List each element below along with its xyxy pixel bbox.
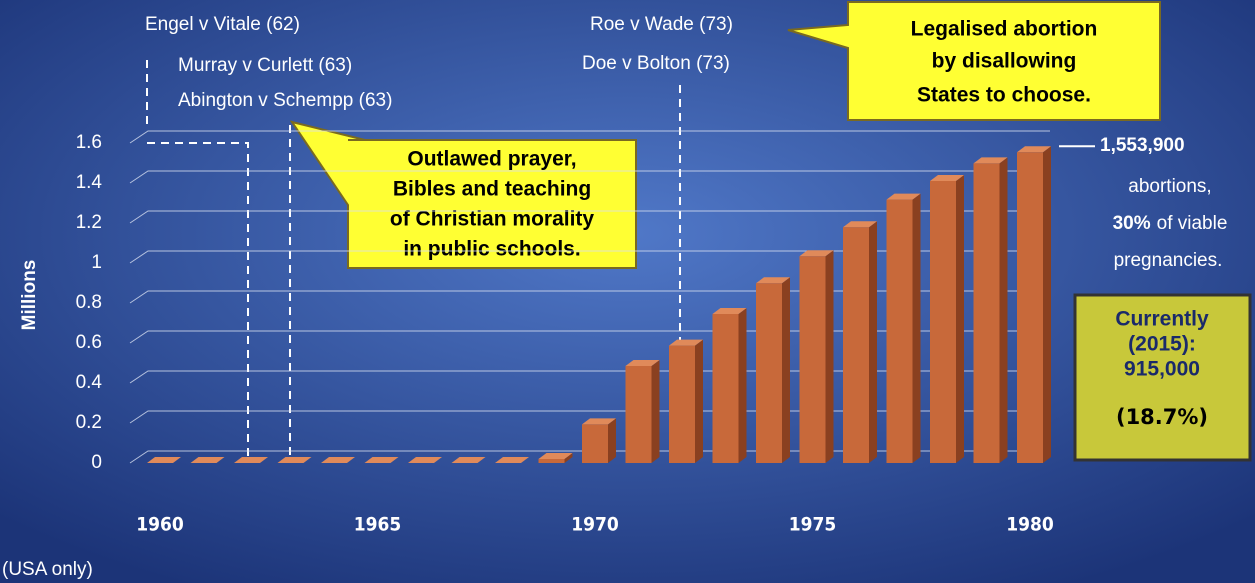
annotation: Abington v Schempp (63) (178, 90, 392, 111)
annotation: Bibles and teaching (393, 178, 591, 201)
bar-top (582, 418, 616, 425)
bar-top (625, 360, 660, 366)
annotation: Legalised abortion (911, 18, 1098, 41)
bar (973, 163, 1000, 463)
bar-side (738, 308, 747, 463)
y-axis-label: Millions (19, 260, 40, 331)
bar-side (869, 221, 877, 463)
bar-side (912, 193, 921, 463)
bar-side (651, 360, 660, 463)
bar-side (695, 339, 703, 463)
x-tick-label: 1965 (354, 514, 402, 536)
y-tick-label: 0.8 (76, 292, 102, 313)
annotation: by disallowing (932, 50, 1077, 73)
bar-top (1017, 146, 1051, 153)
y-tick-label: 1 (91, 252, 102, 273)
y-tick-label: 1.6 (76, 132, 102, 153)
grid-line (129, 330, 1050, 344)
bar (582, 424, 608, 463)
grid-line (129, 370, 1050, 384)
bar-top (538, 453, 573, 459)
bar-side (825, 250, 834, 463)
bar-side (564, 453, 573, 463)
bar (843, 227, 869, 463)
annotation: of viable (1157, 213, 1228, 234)
value-label: 1,553,900 (1100, 135, 1185, 156)
annotation: 30% (1113, 213, 1151, 234)
bar-top (277, 457, 312, 463)
bar-top (234, 457, 268, 463)
bar (886, 199, 913, 463)
current-box (1073, 293, 1252, 462)
annotation: 915,000 (1124, 358, 1200, 381)
bar-top (408, 457, 442, 463)
bar (799, 256, 826, 463)
grid-line (129, 450, 1050, 464)
bar (1017, 152, 1043, 463)
y-tick-label: 1.2 (76, 212, 102, 233)
bar-side (782, 277, 790, 463)
x-tick-label: 1980 (1006, 514, 1054, 536)
bar-top (930, 175, 964, 181)
annotation: Roe v Wade (73) (590, 14, 733, 35)
bar-side (608, 418, 616, 463)
bar-top (190, 457, 225, 463)
footnote: (USA only) (2, 559, 93, 580)
bar (930, 181, 956, 463)
grid-line (129, 210, 1050, 224)
callout (289, 120, 637, 269)
bar-side (956, 175, 964, 463)
annotation: Currently (1115, 308, 1209, 331)
grid-line (129, 410, 1050, 424)
grid-line (129, 290, 1050, 304)
bar (625, 366, 652, 463)
annotation: (18.7%) (1116, 405, 1208, 429)
bar-top (495, 457, 529, 463)
bar-top (973, 157, 1008, 164)
x-tick-label: 1960 (136, 514, 184, 536)
bar (669, 345, 695, 463)
bar-top (843, 221, 877, 228)
annotation: States to choose. (917, 84, 1091, 107)
annotation: (2015): (1128, 333, 1196, 356)
grid-line (129, 130, 1050, 144)
annotation: in public schools. (403, 238, 580, 261)
y-tick-label: 0 (91, 452, 102, 473)
bar-top (364, 457, 399, 463)
bar (756, 283, 782, 463)
annotation: Engel v Vitale (62) (145, 14, 300, 35)
x-tick-label: 1970 (571, 514, 619, 536)
grid-line (129, 170, 1050, 184)
y-tick-label: 0.6 (76, 332, 102, 353)
callout (787, 1, 1161, 121)
bar-top (886, 193, 921, 200)
bar-side (1043, 146, 1051, 463)
bar-top (321, 457, 355, 463)
bar-side (999, 157, 1008, 463)
bar-top (451, 457, 486, 463)
y-tick-label: 0.2 (76, 412, 102, 433)
bar-top (712, 308, 747, 314)
bar (712, 314, 739, 463)
annotation: abortions, (1128, 176, 1211, 197)
annotation: pregnancies. (1114, 250, 1223, 271)
bar-top (669, 339, 703, 346)
y-tick-label: 1.4 (76, 172, 103, 193)
bar-top (147, 457, 181, 463)
grid-line (129, 250, 1050, 264)
bar-top (756, 277, 790, 284)
annotation: of Christian morality (390, 208, 595, 231)
x-tick-label: 1975 (789, 514, 837, 536)
annotation: 30% of viable (1113, 213, 1228, 234)
annotation: Outlawed prayer, (407, 148, 576, 171)
annotation: Murray v Curlett (63) (178, 55, 352, 76)
dashed-marker (146, 60, 681, 463)
y-tick-label: 0.4 (76, 372, 103, 393)
annotation: Doe v Bolton (73) (582, 53, 730, 74)
bar-top (799, 250, 834, 257)
bar (538, 459, 565, 463)
